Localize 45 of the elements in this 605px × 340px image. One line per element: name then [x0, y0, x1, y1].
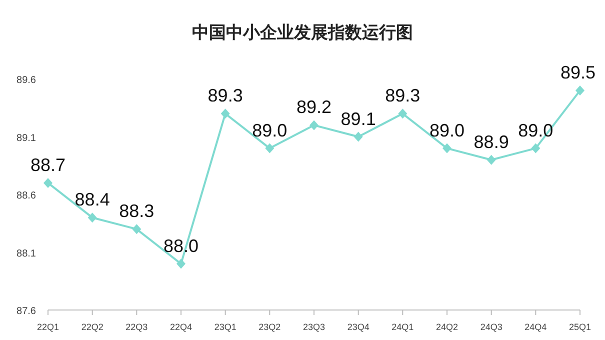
point [398, 108, 408, 119]
data-label: 88.9 [474, 132, 509, 152]
y-tick-label: 87.6 [16, 306, 36, 317]
x-tick-label: 23Q1 [214, 322, 236, 332]
x-tick-label: 23Q3 [302, 322, 326, 332]
x-tick-label: 23Q4 [347, 322, 370, 332]
point [265, 143, 274, 154]
x-tick-label: 23Q2 [258, 322, 281, 332]
data-label: 89.0 [518, 120, 554, 140]
point [486, 154, 496, 165]
point [310, 120, 318, 130]
y-tick-label: 89.1 [16, 132, 36, 144]
x-tick-label: 24Q3 [480, 322, 502, 332]
x-tick-label: 24Q2 [436, 322, 458, 332]
data-label: 89.1 [340, 108, 376, 129]
data-label: 89.3 [385, 86, 420, 106]
data-label: 89.5 [560, 62, 596, 83]
y-tick-label: 89.6 [16, 75, 36, 86]
point [354, 132, 363, 142]
point [576, 86, 584, 96]
x-tick-label: 24Q4 [524, 322, 547, 332]
x-tick-label: 22Q2 [81, 322, 104, 332]
point [88, 212, 97, 223]
x-tick-label: 22Q1 [36, 322, 60, 332]
data-label: 88.3 [119, 201, 154, 222]
x-tick-label: 25Q1 [568, 322, 592, 332]
data-label: 89.2 [296, 97, 332, 118]
x-tick-label: 24Q1 [392, 322, 414, 332]
data-label: 88.4 [74, 190, 110, 210]
point [176, 258, 186, 269]
point [132, 224, 142, 234]
data-label: 89.0 [429, 120, 465, 140]
data-label: 89.0 [252, 120, 288, 140]
point [44, 178, 52, 188]
point [442, 143, 452, 154]
point [220, 108, 230, 119]
x-tick-label: 22Q3 [126, 322, 148, 332]
y-tick-label: 88.1 [16, 248, 36, 260]
data-label: 88.7 [30, 154, 66, 175]
chart-title: 中国中小企业发展指数运行图 [192, 23, 413, 42]
y-tick-label: 88.6 [16, 190, 36, 202]
data-label: 89.3 [208, 86, 243, 106]
point [531, 143, 540, 154]
x-tick-label: 22Q4 [170, 322, 192, 332]
data-label: 88.0 [163, 236, 199, 256]
